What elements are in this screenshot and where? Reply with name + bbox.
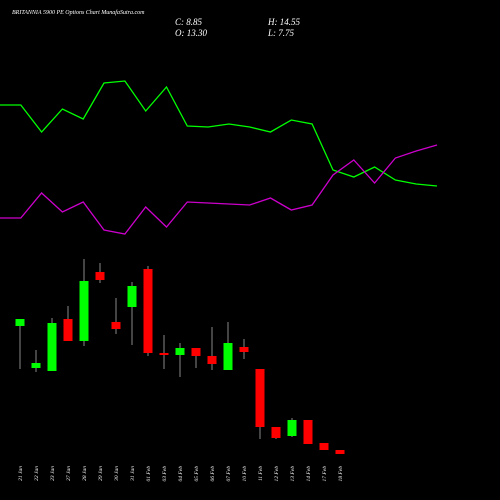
x-tick-label: 07 Feb — [226, 466, 232, 482]
x-tick-label: 10 Feb — [242, 466, 248, 482]
x-tick-label: 11 Feb — [258, 466, 264, 481]
x-tick-label: 28 Jan — [82, 466, 88, 481]
candle-body — [303, 420, 313, 444]
x-tick-label: 23 Jan — [50, 466, 56, 481]
candle-body — [319, 443, 329, 450]
candle-body — [47, 323, 57, 371]
stat: O: 13.30 — [175, 28, 207, 38]
candle-body — [111, 322, 121, 329]
x-tick-label: 01 Feb — [146, 466, 152, 482]
candle-body — [159, 353, 169, 355]
x-tick-label: 13 Feb — [290, 466, 296, 482]
x-tick-label: 04 Feb — [177, 466, 184, 482]
candle-body — [287, 420, 297, 436]
candle-body — [175, 348, 185, 355]
candle-body — [31, 363, 41, 368]
x-tick-label: 30 Jan — [114, 466, 120, 482]
chart-title: BRITANNIA 5900 PE Options Chart MunafaSu… — [12, 9, 145, 16]
candle-body — [223, 343, 233, 370]
stat: L: 7.75 — [267, 28, 295, 38]
candle-body — [207, 356, 217, 364]
stat: C: 8.85 — [175, 17, 203, 27]
stat: H: 14.55 — [267, 17, 300, 27]
x-tick-label: 18 Feb — [338, 466, 344, 482]
candle-body — [191, 348, 201, 356]
x-tick-label: 12 Feb — [274, 466, 280, 482]
candle-body — [255, 369, 265, 427]
x-tick-label: 27 Jan — [66, 466, 72, 481]
x-tick-label: 06 Feb — [210, 466, 216, 482]
candle-body — [127, 286, 137, 307]
candle-body — [271, 427, 281, 438]
x-tick-label: 21 Jan — [18, 466, 24, 481]
x-tick-label: 17 Feb — [322, 466, 328, 482]
candle-body — [79, 281, 89, 341]
x-tick-label: 03 Feb — [162, 466, 168, 482]
x-tick-label: 29 Jan — [98, 466, 104, 481]
candle-body — [15, 319, 25, 326]
indicator-line — [0, 144, 438, 235]
x-tick-label: 22 Jan — [34, 466, 40, 481]
candle-body — [239, 347, 249, 352]
x-tick-label: 31 Jan — [130, 466, 136, 482]
candle-body — [95, 272, 105, 280]
candle-body — [143, 269, 153, 353]
candle-body — [63, 319, 73, 341]
x-tick-label: 05 Feb — [194, 466, 200, 482]
candle-body — [335, 450, 345, 454]
x-tick-label: 14 Feb — [305, 466, 312, 482]
